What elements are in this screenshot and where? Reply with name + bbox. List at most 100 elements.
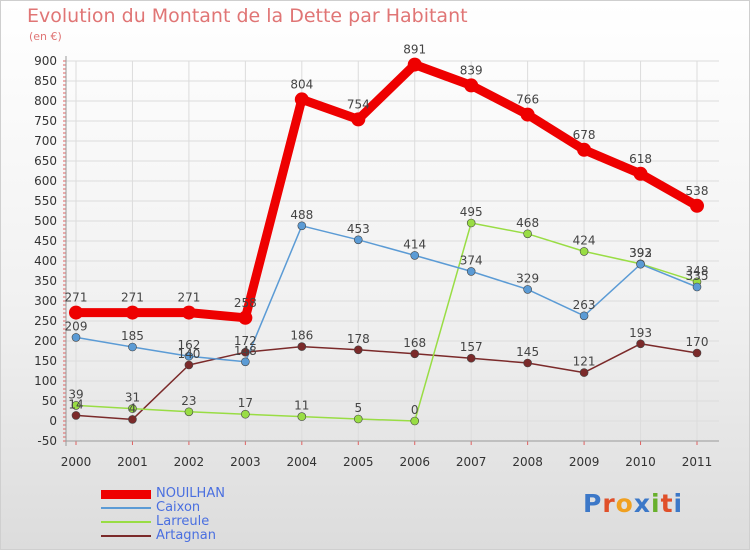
data-point-artagnan xyxy=(523,358,532,368)
data-point-larreule xyxy=(241,409,250,419)
data-label-nouilhan: 271 xyxy=(121,291,144,305)
data-label-nouilhan: 618 xyxy=(629,152,652,166)
data-point-caixon xyxy=(184,351,194,361)
data-point-artagnan xyxy=(466,353,476,363)
x-tick-label: 2009 xyxy=(569,455,600,469)
data-point-caixon xyxy=(410,251,420,260)
legend-item-nouilhan: NOUILHAN xyxy=(101,486,301,501)
data-label-caixon: 185 xyxy=(121,329,144,343)
y-tick-label: 700 xyxy=(34,134,57,148)
data-point-artagnan xyxy=(297,342,307,351)
data-label-caixon: 162 xyxy=(177,338,200,352)
data-point-caixon xyxy=(71,333,81,342)
data-point-larreule xyxy=(353,414,363,424)
data-label-caixon: 414 xyxy=(403,237,426,251)
data-point-larreule xyxy=(184,407,194,417)
data-label-larreule: 11 xyxy=(294,399,309,413)
data-point-caixon xyxy=(241,357,250,367)
logo-letter: i xyxy=(673,489,684,518)
legend-item-artagnan: Artagnan xyxy=(101,528,301,543)
data-point-artagnan xyxy=(128,415,137,424)
x-tick-label: 2001 xyxy=(117,455,148,469)
data-label-nouilhan: 766 xyxy=(516,93,539,107)
data-point-caixon xyxy=(128,342,137,352)
data-label-larreule: 348 xyxy=(686,264,709,278)
data-point-artagnan xyxy=(184,360,194,370)
legend-item-caixon: Caixon xyxy=(101,500,301,515)
data-point-artagnan xyxy=(353,345,363,355)
data-label-nouilhan: 754 xyxy=(347,97,370,111)
data-point-caixon xyxy=(636,259,645,269)
data-label-artagnan: 178 xyxy=(347,332,370,346)
legend-swatch-artagnan xyxy=(101,535,151,537)
data-label-artagnan: 172 xyxy=(234,334,257,348)
data-point-artagnan xyxy=(241,347,250,357)
data-point-caixon xyxy=(353,235,363,245)
data-label-caixon: 335 xyxy=(686,269,709,283)
data-point-larreule xyxy=(71,401,81,410)
data-point-larreule xyxy=(410,416,420,426)
data-point-nouilhan xyxy=(407,57,422,72)
y-tick-label: 900 xyxy=(34,54,57,68)
data-label-larreule: 31 xyxy=(125,391,140,405)
series-line-caixon xyxy=(75,225,698,363)
legend: NOUILHAN Caixon Larreule Artagnan xyxy=(101,486,301,543)
data-point-artagnan xyxy=(71,411,81,420)
y-tick-label: 450 xyxy=(34,234,57,248)
data-point-nouilhan xyxy=(464,78,479,93)
y-tick-label: 300 xyxy=(34,294,57,308)
x-tick-label: 2008 xyxy=(512,455,543,469)
x-tick-label: 2000 xyxy=(61,455,92,469)
logo-letter: t xyxy=(660,489,674,518)
data-label-nouilhan: 678 xyxy=(573,128,596,142)
x-tick-label: 2004 xyxy=(287,455,318,469)
data-point-larreule xyxy=(466,218,476,228)
x-tick-label: 2005 xyxy=(343,455,374,469)
data-label-caixon: 263 xyxy=(573,298,596,312)
data-label-artagnan: 193 xyxy=(629,326,652,340)
data-point-nouilhan xyxy=(69,305,83,320)
data-point-nouilhan xyxy=(181,305,196,320)
legend-label-artagnan: Artagnan xyxy=(156,528,216,543)
data-label-larreule: 424 xyxy=(573,233,596,247)
legend-swatch-caixon xyxy=(101,507,151,509)
data-label-caixon: 392 xyxy=(629,246,652,260)
data-point-caixon xyxy=(523,285,532,294)
data-label-nouilhan: 271 xyxy=(65,291,88,305)
proxiti-logo: Proxiti xyxy=(583,489,683,518)
logo-letter: o xyxy=(615,489,634,518)
data-point-artagnan xyxy=(579,368,589,377)
x-tick-label: 2011 xyxy=(682,455,713,469)
logo-letter: P xyxy=(583,489,603,518)
data-label-artagnan: 14 xyxy=(68,397,83,411)
x-tick-label: 2007 xyxy=(456,455,487,469)
y-tick-label: -50 xyxy=(37,434,57,448)
data-label-caixon: 209 xyxy=(65,319,88,333)
chart-subtitle: (en €) xyxy=(29,30,62,43)
chart-title: Evolution du Montant de la Dette par Hab… xyxy=(27,5,468,27)
y-tick-label: 250 xyxy=(34,314,57,328)
data-point-larreule xyxy=(297,412,307,421)
data-point-nouilhan xyxy=(238,310,253,325)
data-point-nouilhan xyxy=(633,166,648,181)
data-label-caixon: 374 xyxy=(460,253,483,267)
data-point-caixon xyxy=(466,267,476,276)
y-tick-label: 0 xyxy=(49,414,57,428)
y-tick-label: 50 xyxy=(42,394,57,408)
data-label-larreule: 495 xyxy=(460,205,483,219)
y-tick-label: 600 xyxy=(34,174,57,188)
data-label-larreule: 393 xyxy=(629,246,652,260)
data-point-caixon xyxy=(297,221,307,231)
data-label-larreule: 468 xyxy=(516,216,539,230)
y-tick-label: 650 xyxy=(34,154,57,168)
y-tick-label: 850 xyxy=(34,74,57,88)
data-point-nouilhan xyxy=(520,107,535,122)
x-tick-label: 2003 xyxy=(230,455,261,469)
data-label-caixon: 329 xyxy=(516,271,539,285)
data-point-nouilhan xyxy=(125,305,140,320)
data-point-caixon xyxy=(579,311,589,321)
data-label-artagnan: 4 xyxy=(129,401,137,415)
series-line-artagnan xyxy=(75,343,698,421)
